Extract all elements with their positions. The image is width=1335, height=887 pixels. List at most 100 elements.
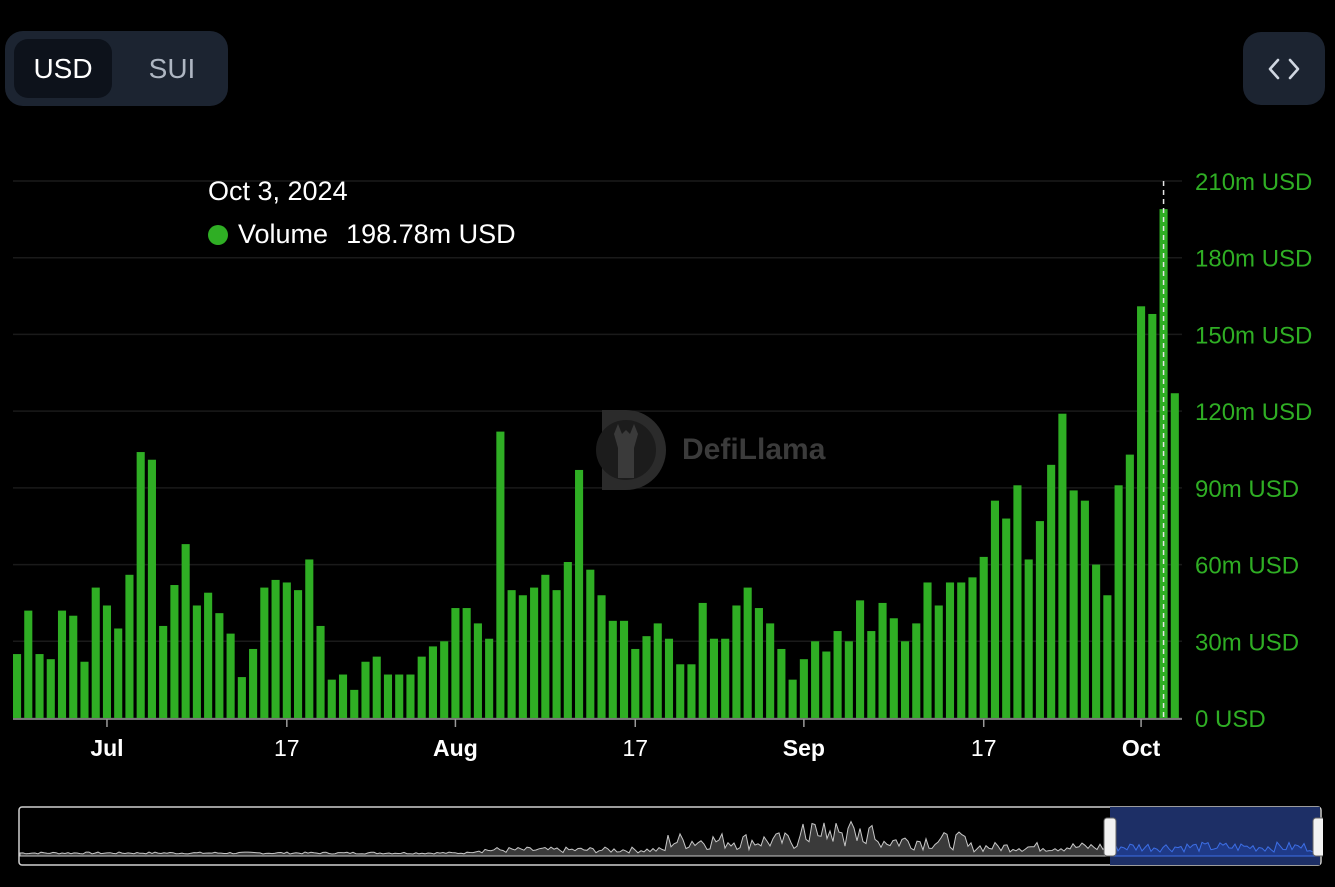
volume-bar[interactable] <box>372 656 381 718</box>
volume-bar[interactable] <box>204 592 213 718</box>
volume-bar[interactable] <box>1035 521 1044 718</box>
volume-bar[interactable] <box>856 600 865 718</box>
volume-bar[interactable] <box>417 656 426 718</box>
volume-bar[interactable] <box>709 638 718 718</box>
volume-bar-chart[interactable]: 0 USD 30m USD 60m USD 90m USD 120m USD 150m U… <box>0 0 1335 790</box>
volume-bar[interactable] <box>395 674 404 718</box>
volume-bar[interactable] <box>799 659 808 718</box>
volume-bar[interactable] <box>552 590 561 718</box>
volume-bar[interactable] <box>1047 464 1056 718</box>
volume-bar[interactable] <box>1103 595 1112 718</box>
volume-bar[interactable] <box>57 610 67 718</box>
volume-bar[interactable] <box>1137 306 1146 718</box>
volume-bar[interactable] <box>350 689 359 718</box>
volume-bar[interactable] <box>563 562 572 718</box>
volume-bar[interactable] <box>732 605 741 718</box>
volume-bar[interactable] <box>338 674 348 718</box>
volume-bar[interactable] <box>226 633 235 718</box>
volume-bar[interactable] <box>766 623 775 718</box>
volume-bar[interactable] <box>192 605 201 718</box>
embed-code-button[interactable] <box>1243 32 1325 105</box>
volume-bar[interactable] <box>934 605 943 718</box>
volume-bar[interactable] <box>518 595 527 718</box>
volume-bar[interactable] <box>451 608 460 718</box>
volume-bar[interactable] <box>990 500 1000 718</box>
volume-bar[interactable] <box>159 625 168 718</box>
volume-bar[interactable] <box>271 579 280 718</box>
volume-bar[interactable] <box>653 623 662 718</box>
volume-bar[interactable] <box>507 590 516 718</box>
volume-bar[interactable] <box>597 595 606 718</box>
volume-bar[interactable] <box>327 679 336 718</box>
volume-bar[interactable] <box>608 620 617 718</box>
volume-bar[interactable] <box>743 587 752 718</box>
volume-bar[interactable] <box>788 679 797 718</box>
volume-bar[interactable] <box>260 587 269 718</box>
volume-bar[interactable] <box>541 574 550 718</box>
volume-bar[interactable] <box>181 544 190 718</box>
volume-bar[interactable] <box>923 582 932 718</box>
brush-handle-left[interactable] <box>1103 817 1117 857</box>
volume-bar[interactable] <box>1024 559 1033 718</box>
volume-bar[interactable] <box>215 613 224 718</box>
volume-bar[interactable] <box>80 661 89 718</box>
volume-bar[interactable] <box>46 659 55 718</box>
volume-bar[interactable] <box>1114 485 1123 718</box>
volume-bar[interactable] <box>912 623 921 718</box>
volume-bar[interactable] <box>136 452 145 718</box>
volume-bar[interactable] <box>777 648 786 718</box>
volume-bar[interactable] <box>473 623 482 718</box>
volume-bar[interactable] <box>1058 413 1067 718</box>
volume-bar[interactable] <box>125 574 134 718</box>
volume-bar[interactable] <box>361 661 370 718</box>
volume-bar[interactable] <box>485 638 494 718</box>
volume-bar[interactable] <box>1002 518 1011 718</box>
volume-bar[interactable] <box>575 469 584 718</box>
volume-bar[interactable] <box>406 674 415 718</box>
volume-bar[interactable] <box>968 577 977 718</box>
volume-bar[interactable] <box>900 641 910 718</box>
volume-bar[interactable] <box>1080 500 1089 718</box>
volume-bar[interactable] <box>147 459 156 718</box>
volume-bar[interactable] <box>440 641 449 718</box>
volume-bar[interactable] <box>24 610 33 718</box>
currency-option-sui[interactable]: SUI <box>148 52 196 84</box>
volume-bar[interactable] <box>822 651 831 718</box>
volume-bar[interactable] <box>13 654 22 718</box>
volume-bar[interactable] <box>619 620 629 718</box>
volume-bar[interactable] <box>282 582 291 718</box>
volume-bar[interactable] <box>294 590 303 718</box>
volume-bar[interactable] <box>383 674 393 718</box>
volume-bar[interactable] <box>957 582 966 718</box>
volume-bar[interactable] <box>878 602 887 718</box>
volume-bar[interactable] <box>170 585 179 718</box>
volume-bar[interactable] <box>664 638 674 718</box>
range-brush[interactable]: ||| <box>18 806 1323 866</box>
volume-bar[interactable] <box>844 641 853 718</box>
volume-bar[interactable] <box>496 431 505 718</box>
volume-bar[interactable] <box>979 556 988 718</box>
volume-bar[interactable] <box>867 631 876 718</box>
volume-bar[interactable] <box>833 631 842 718</box>
volume-bar[interactable] <box>676 664 685 718</box>
volume-bar[interactable] <box>586 569 595 718</box>
volume-bar[interactable] <box>1013 485 1022 718</box>
volume-bar[interactable] <box>1092 564 1101 718</box>
volume-bar[interactable] <box>1170 393 1179 718</box>
volume-bar[interactable] <box>721 638 730 718</box>
volume-bar[interactable] <box>642 636 651 718</box>
volume-bar[interactable] <box>945 582 955 718</box>
volume-bar[interactable] <box>69 615 78 718</box>
volume-bar[interactable] <box>1125 454 1134 718</box>
volume-bar[interactable] <box>687 664 696 718</box>
volume-bar[interactable] <box>698 602 707 718</box>
volume-bar[interactable] <box>249 648 258 718</box>
volume-bar[interactable] <box>1148 313 1157 718</box>
volume-bar[interactable] <box>530 587 539 718</box>
volume-bar[interactable] <box>91 587 100 718</box>
volume-bar[interactable] <box>889 618 898 718</box>
volume-bar[interactable] <box>754 608 763 718</box>
volume-bar[interactable] <box>35 654 44 718</box>
volume-bar[interactable] <box>237 677 246 718</box>
volume-bar[interactable] <box>316 625 325 718</box>
